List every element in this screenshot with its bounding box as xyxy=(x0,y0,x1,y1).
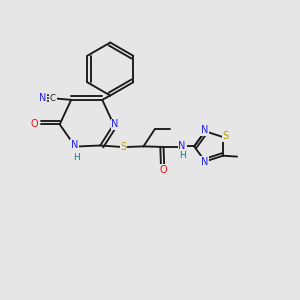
Text: C: C xyxy=(50,94,56,103)
Text: N: N xyxy=(112,119,119,129)
Text: H: H xyxy=(179,151,185,160)
Text: N: N xyxy=(178,141,186,151)
Text: H: H xyxy=(73,153,80,162)
Text: O: O xyxy=(31,119,38,129)
Text: O: O xyxy=(160,165,167,175)
Text: N: N xyxy=(201,157,208,167)
Text: N: N xyxy=(201,125,208,135)
Text: S: S xyxy=(223,131,229,141)
Text: S: S xyxy=(120,142,127,152)
Text: N: N xyxy=(71,140,78,150)
Text: N: N xyxy=(39,93,46,103)
